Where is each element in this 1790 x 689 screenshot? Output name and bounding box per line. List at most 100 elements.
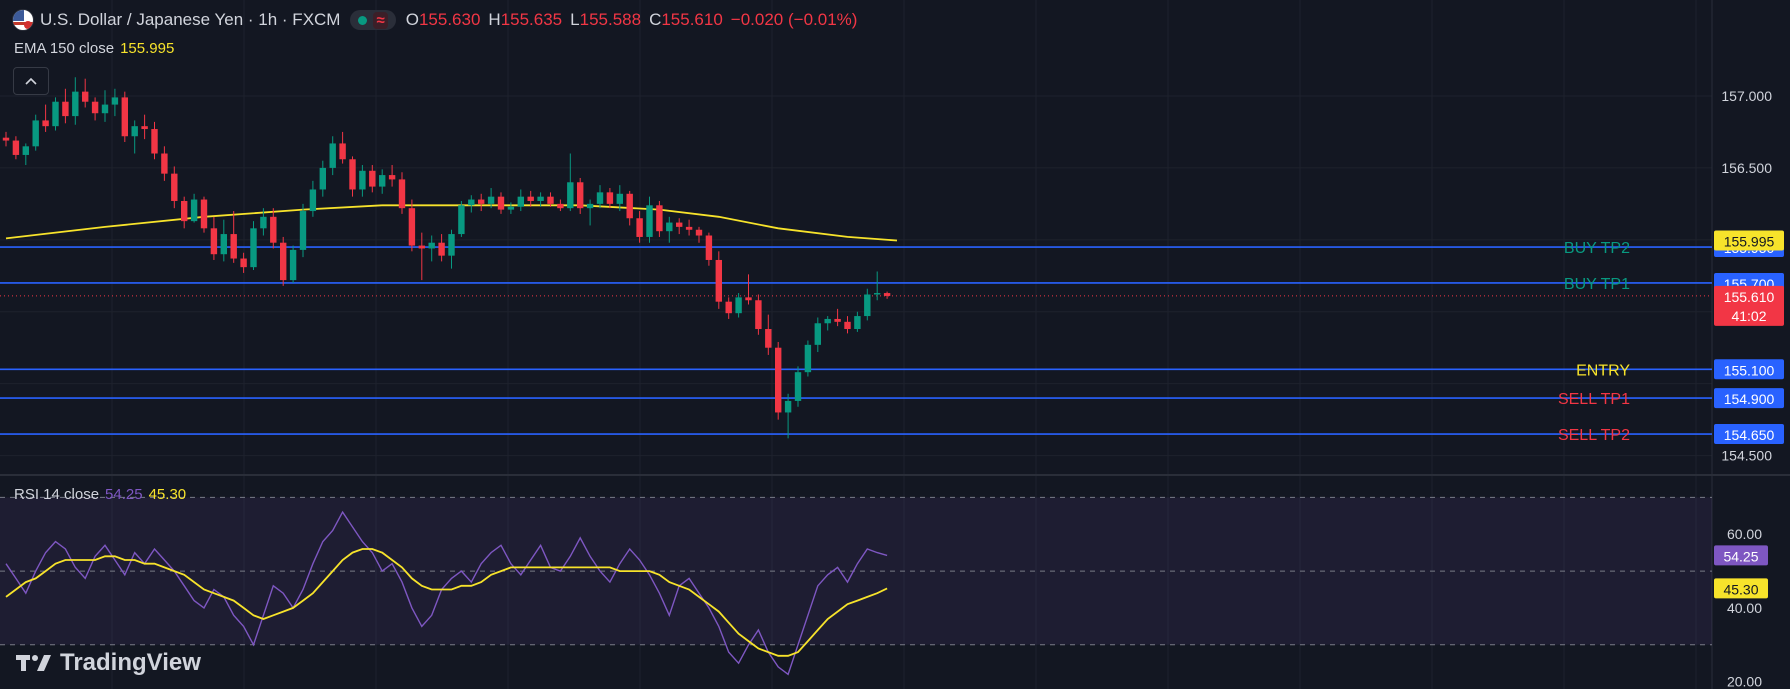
candle <box>230 211 237 263</box>
candle-body <box>765 329 772 348</box>
candle-body <box>151 129 158 154</box>
trade-level-label: SELL TP1 <box>1558 391 1630 408</box>
candle <box>854 311 861 332</box>
price-tick-label: 157.000 <box>1721 88 1772 104</box>
candle <box>250 221 257 271</box>
candle <box>517 189 524 212</box>
candle-body <box>359 170 366 190</box>
rsi-legend[interactable]: RSI 14 close 54.25 45.30 <box>14 486 186 503</box>
ohlc-low-label: L <box>570 10 580 29</box>
candle-body <box>507 206 515 210</box>
candle <box>606 188 614 209</box>
candle <box>141 114 148 140</box>
ohlc-close-label: C <box>649 10 662 29</box>
candle <box>349 156 356 197</box>
candle <box>398 172 406 214</box>
ohlc-high: 155.635 <box>500 10 563 29</box>
candle <box>190 193 198 223</box>
brand-name: TradingView <box>60 649 201 676</box>
candle <box>111 88 119 117</box>
candle-body <box>62 101 69 117</box>
candle <box>468 195 475 213</box>
candle <box>52 97 59 131</box>
candle-body <box>715 259 722 302</box>
candle-countdown-label: 41:02 <box>1731 308 1766 324</box>
candle <box>12 136 20 160</box>
candle-body <box>596 192 604 204</box>
candle <box>388 165 396 187</box>
tradingview-logo[interactable]: TradingView <box>16 649 201 677</box>
candle-body <box>408 208 416 246</box>
candle <box>289 245 297 283</box>
axis-price-tag <box>1714 230 1784 251</box>
candle <box>636 211 643 243</box>
candle-body <box>794 372 802 401</box>
candle-body <box>854 316 861 330</box>
candle <box>438 234 445 262</box>
candle <box>458 200 465 237</box>
rsi-tick-label: 40.00 <box>1727 600 1762 616</box>
candle <box>656 200 663 237</box>
rsi-line <box>5 510 888 676</box>
candle <box>804 340 812 377</box>
candle-body <box>864 294 871 317</box>
candle <box>240 252 247 273</box>
candle <box>369 165 376 193</box>
candle-body <box>517 196 524 207</box>
candle <box>666 216 673 243</box>
wave-icon: ≈ <box>373 11 388 29</box>
axis-price-tag <box>1714 285 1784 326</box>
candle <box>329 136 336 176</box>
candle-body <box>131 126 138 137</box>
axis-price-label: 155.610 <box>1724 289 1775 305</box>
candle <box>626 190 633 226</box>
candle-body <box>745 297 752 301</box>
trade-level-label: SELL TP2 <box>1558 427 1630 444</box>
level-price-tag <box>1714 388 1784 409</box>
candle <box>864 288 871 321</box>
rsi-tick-label: 60.00 <box>1727 526 1762 542</box>
candle-body <box>438 242 445 256</box>
ohlc-open: 155.630 <box>418 10 481 29</box>
candle <box>695 226 703 243</box>
candle-body <box>626 193 633 219</box>
candle-body <box>398 179 406 209</box>
candle-body <box>369 170 376 187</box>
candle-body <box>547 196 554 204</box>
candle <box>91 97 99 121</box>
rsi-axis-tag <box>1714 578 1768 599</box>
candle <box>42 104 49 132</box>
candle <box>527 190 534 207</box>
symbol-title[interactable]: U.S. Dollar / Japanese Yen · 1h · FXCM <box>40 10 341 29</box>
candle <box>596 185 604 209</box>
candle-body <box>577 182 584 209</box>
candle <box>537 192 544 207</box>
candle <box>418 232 425 281</box>
collapse-legend-button[interactable] <box>13 67 49 95</box>
candle-body <box>468 199 475 206</box>
candle <box>408 199 416 252</box>
chart-header: U.S. Dollar / Japanese Yen · 1h · FXCM ≈… <box>12 8 857 32</box>
rsi-band-fill <box>0 497 1712 645</box>
candle <box>794 366 802 407</box>
rsi-value: 54.25 <box>105 486 143 503</box>
candle-body <box>52 101 59 127</box>
candle-body <box>200 199 208 229</box>
level-price-label: 154.900 <box>1724 391 1775 407</box>
candle <box>339 131 346 164</box>
candle <box>834 308 841 327</box>
candle-body <box>676 222 683 227</box>
candle-body <box>349 159 356 190</box>
candle-body <box>379 175 386 187</box>
ema-legend[interactable]: EMA 150 close 155.995 <box>14 40 174 57</box>
candle <box>181 196 188 229</box>
candle <box>824 316 831 331</box>
candle-body <box>270 216 277 243</box>
rsi-axis-tag-label: 45.30 <box>1723 581 1758 597</box>
candle <box>735 293 742 318</box>
candle-body <box>755 300 762 330</box>
market-status-pill[interactable]: ≈ <box>350 10 396 30</box>
candle-body <box>289 249 297 281</box>
candle <box>171 166 178 209</box>
